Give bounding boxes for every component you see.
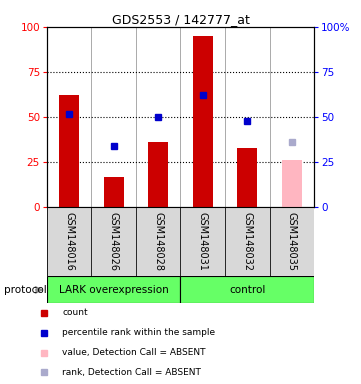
Text: count: count (62, 308, 88, 317)
FancyBboxPatch shape (180, 276, 314, 303)
Text: GSM148016: GSM148016 (64, 212, 74, 271)
Text: LARK overexpression: LARK overexpression (59, 285, 169, 295)
Title: GDS2553 / 142777_at: GDS2553 / 142777_at (112, 13, 249, 26)
FancyBboxPatch shape (225, 207, 270, 276)
FancyBboxPatch shape (136, 207, 180, 276)
Bar (193, 36, 213, 207)
FancyBboxPatch shape (47, 207, 314, 276)
Text: value, Detection Call = ABSENT: value, Detection Call = ABSENT (62, 348, 206, 357)
Text: percentile rank within the sample: percentile rank within the sample (62, 328, 216, 337)
Bar (148, 142, 168, 207)
Text: GSM148031: GSM148031 (198, 212, 208, 271)
FancyBboxPatch shape (270, 207, 314, 276)
Bar (237, 148, 257, 207)
Bar (282, 161, 302, 207)
FancyBboxPatch shape (47, 276, 180, 303)
Text: GSM148035: GSM148035 (287, 212, 297, 271)
Text: rank, Detection Call = ABSENT: rank, Detection Call = ABSENT (62, 368, 201, 377)
FancyBboxPatch shape (91, 207, 136, 276)
Bar (59, 96, 79, 207)
Text: control: control (229, 285, 265, 295)
Text: GSM148028: GSM148028 (153, 212, 163, 271)
FancyBboxPatch shape (180, 207, 225, 276)
Text: GSM148032: GSM148032 (242, 212, 252, 271)
Text: protocol: protocol (4, 285, 46, 295)
Text: GSM148026: GSM148026 (109, 212, 119, 271)
Bar (104, 177, 124, 207)
FancyBboxPatch shape (47, 207, 91, 276)
